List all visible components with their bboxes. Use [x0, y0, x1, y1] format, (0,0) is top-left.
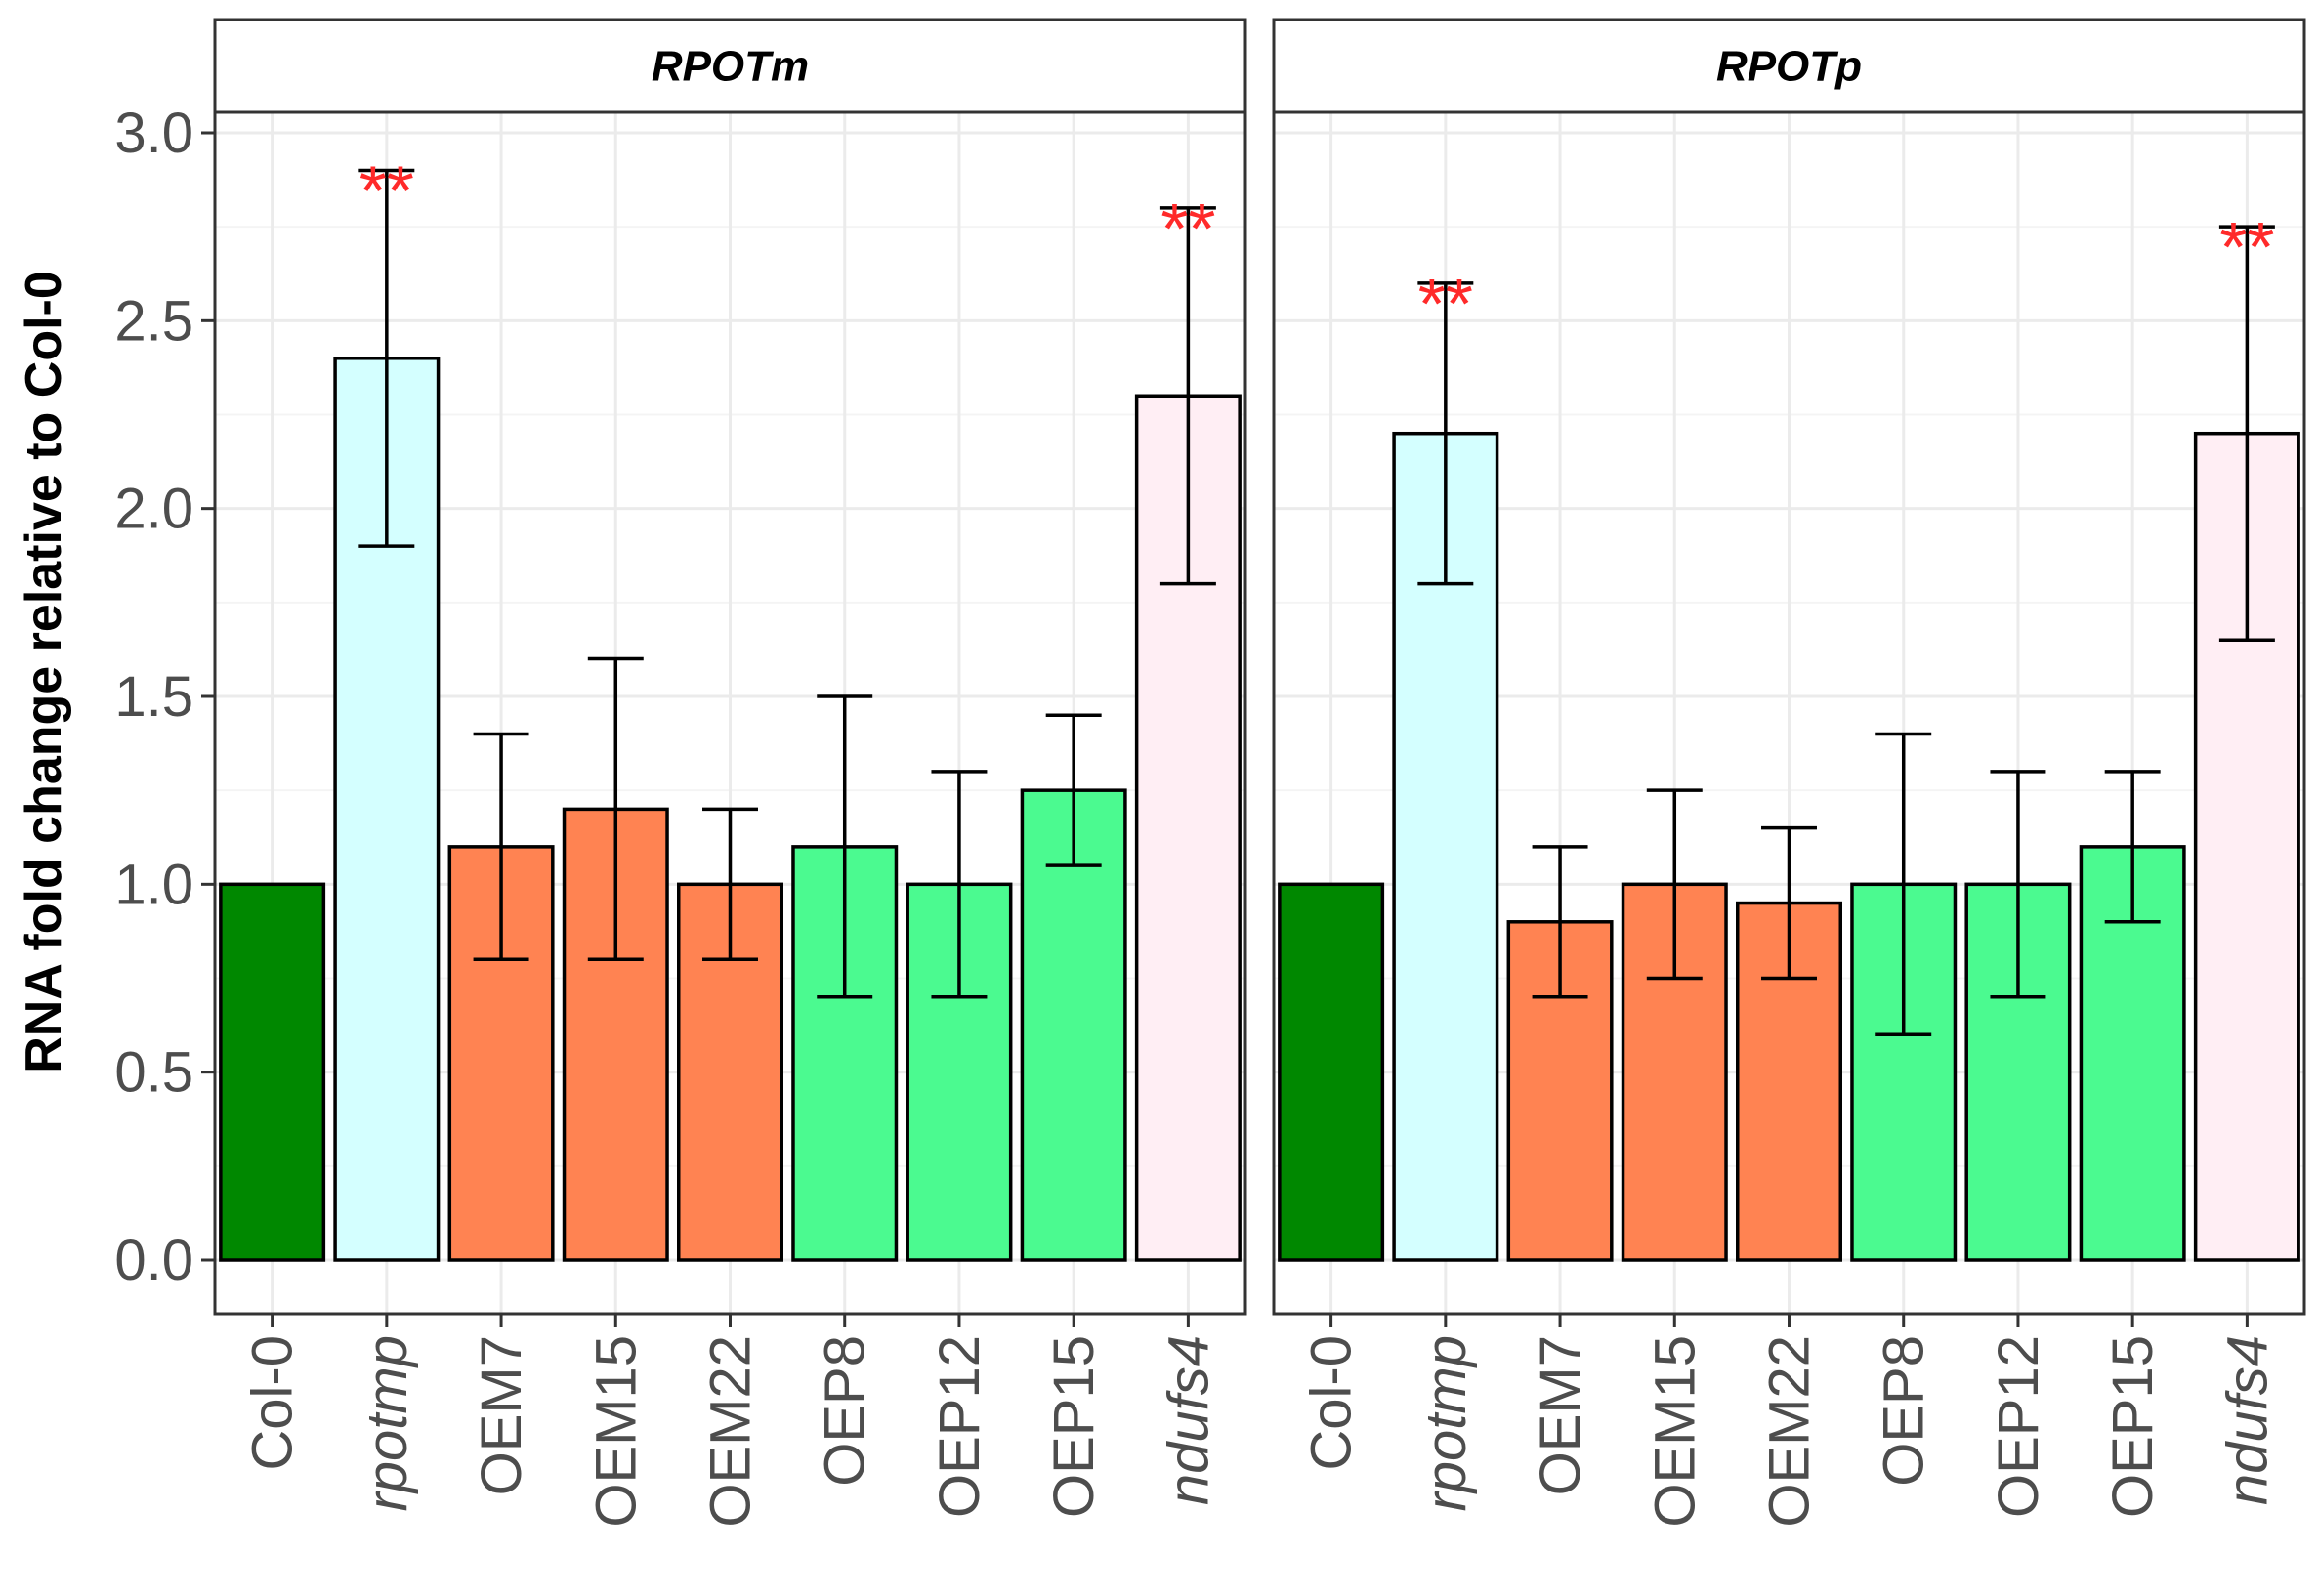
y-tick-label: 2.0 — [114, 478, 193, 541]
frame-layer: RPOTm RPOTp — [213, 18, 2306, 1316]
error-bar — [702, 807, 758, 962]
error-bar — [587, 656, 644, 962]
error-bar — [358, 168, 415, 548]
x-tick-label: OEP12 — [1987, 1335, 2050, 1518]
bar-RPOTp-OEM7 — [1506, 920, 1614, 1262]
error-bar — [1646, 788, 1703, 981]
error-bar — [817, 694, 873, 999]
error-bar — [2218, 225, 2275, 643]
y-tick-label: 0.0 — [114, 1229, 193, 1292]
error-bar — [1761, 825, 1817, 981]
x-tick-label: OEP8 — [814, 1335, 877, 1487]
x-tick-label: OEM22 — [1758, 1335, 1822, 1528]
x-tick-label: OEP12 — [928, 1335, 991, 1518]
y-tick-label: 1.5 — [114, 665, 193, 729]
error-bar — [931, 770, 988, 999]
x-tick-label: OEM22 — [699, 1335, 763, 1528]
bar-RPOTm-Col-0 — [219, 882, 326, 1262]
x-tick-label: OEM7 — [1529, 1335, 1592, 1495]
bar-layer: ** ** ** ** — [219, 152, 2300, 1262]
error-bar — [473, 732, 529, 962]
bar-RPOTp-Col-0 — [1278, 882, 1385, 1262]
x-tick-label: rpotmp — [1414, 1335, 1478, 1512]
y-tick-label: 3.0 — [114, 102, 193, 165]
significance-marker: ** — [1160, 190, 1215, 269]
x-tick-label: Col-0 — [1300, 1335, 1364, 1471]
error-bar — [1417, 281, 1474, 586]
x-tick-label: OEP15 — [1042, 1335, 1106, 1518]
x-tick-label: OEM15 — [1643, 1335, 1707, 1528]
error-bar — [1159, 206, 1216, 586]
x-tick-label: OEM15 — [584, 1335, 648, 1528]
significance-marker: ** — [1418, 266, 1473, 344]
x-tick-label: OEP8 — [1873, 1335, 1936, 1487]
y-tick-label: 0.5 — [114, 1041, 193, 1105]
error-bar — [1045, 713, 1102, 867]
y-tick-label: 2.5 — [114, 289, 193, 353]
facet-title: RPOTp — [1716, 43, 1862, 91]
error-bar — [1532, 845, 1588, 999]
error-bar — [1875, 732, 1932, 1036]
error-bar — [1990, 770, 2046, 999]
x-tick-label: OEM7 — [470, 1335, 533, 1495]
axis-layer: Col-0 rpotmp OEM7 OEM15 OEM22 OEP8 OEP12 OEP15 n… — [114, 102, 2279, 1528]
x-tick-label: ndufs4 — [2215, 1335, 2279, 1505]
x-tick-label: OEP15 — [2101, 1335, 2165, 1518]
x-tick-label: Col-0 — [241, 1335, 305, 1471]
significance-marker: ** — [2219, 209, 2274, 287]
facet-strip — [213, 18, 1247, 114]
facet-title: RPOTm — [652, 43, 809, 91]
y-axis-title: RNA fold change relative to Col-0 — [16, 271, 72, 1073]
x-tick-label: ndufs4 — [1157, 1335, 1220, 1505]
x-tick-label: rpotmp — [356, 1335, 419, 1512]
error-bar — [2104, 770, 2161, 924]
significance-marker: ** — [359, 152, 414, 231]
y-tick-label: 1.0 — [114, 853, 193, 916]
